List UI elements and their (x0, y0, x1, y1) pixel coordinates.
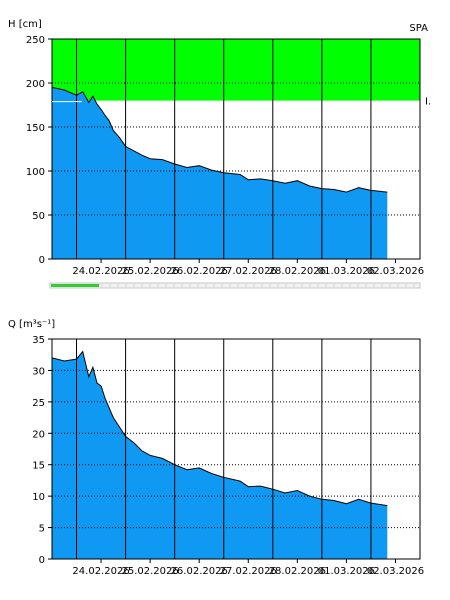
threshold-label: I. (425, 97, 431, 108)
x-tick-label: 25.02.2026 (122, 566, 179, 577)
y-axis-label: Q [m³s⁻¹] (8, 319, 55, 330)
y-tick-label: 10 (32, 492, 45, 503)
plot-frame (51, 38, 421, 260)
x-tick-label: 27.02.2026 (220, 266, 277, 277)
y-tick-label: 50 (32, 211, 45, 222)
y-tick-label: 100 (26, 167, 45, 178)
y-axis-label: H [cm] (8, 19, 42, 30)
series-area (52, 351, 388, 559)
discharge-chart: 0 5 10 15 20 25 30 35 24.02.202625.02.202626.02.… (8, 319, 424, 577)
plot-frame (51, 338, 421, 560)
y-tick-label: 15 (32, 461, 45, 472)
y-tick-label: 5 (39, 524, 45, 535)
y-tick-label: 35 (32, 335, 45, 346)
x-tick-label: 24.02.2026 (72, 266, 129, 277)
x-tick-label: 01.03.2026 (318, 566, 375, 577)
y-tick-label: 25 (32, 398, 45, 409)
y-tick-label: 30 (32, 366, 45, 377)
x-tick-label: 27.02.2026 (220, 566, 277, 577)
x-tick-label: 25.02.2026 (122, 266, 179, 277)
scrollbar-thumb[interactable] (51, 284, 100, 287)
x-tick-label: 24.02.2026 (72, 566, 129, 577)
y-tick-label: 200 (26, 79, 45, 90)
y-tick-label: 20 (32, 429, 45, 440)
y-tick-label: 250 (26, 35, 45, 46)
x-tick-label: 28.02.2026 (269, 266, 326, 277)
x-tick-label: 01.03.2026 (318, 266, 375, 277)
station-label: SPA (409, 23, 428, 34)
water-level-chart: 0 50 100 150 200 250 24.02.202625.02.202626.02… (8, 19, 431, 277)
y-tick-label: 0 (39, 555, 45, 566)
x-tick-label: 26.02.2026 (171, 266, 228, 277)
x-tick-label: 02.03.2026 (367, 566, 424, 577)
time-scrollbar[interactable] (49, 282, 421, 289)
x-tick-label: 28.02.2026 (269, 566, 326, 577)
y-tick-label: 0 (39, 255, 45, 266)
series-area (52, 87, 388, 260)
flood-band-area (52, 39, 420, 101)
x-tick-label: 02.03.2026 (367, 266, 424, 277)
scrollbar-track[interactable] (49, 282, 421, 289)
y-tick-label: 150 (26, 123, 45, 134)
x-tick-label: 26.02.2026 (171, 566, 228, 577)
